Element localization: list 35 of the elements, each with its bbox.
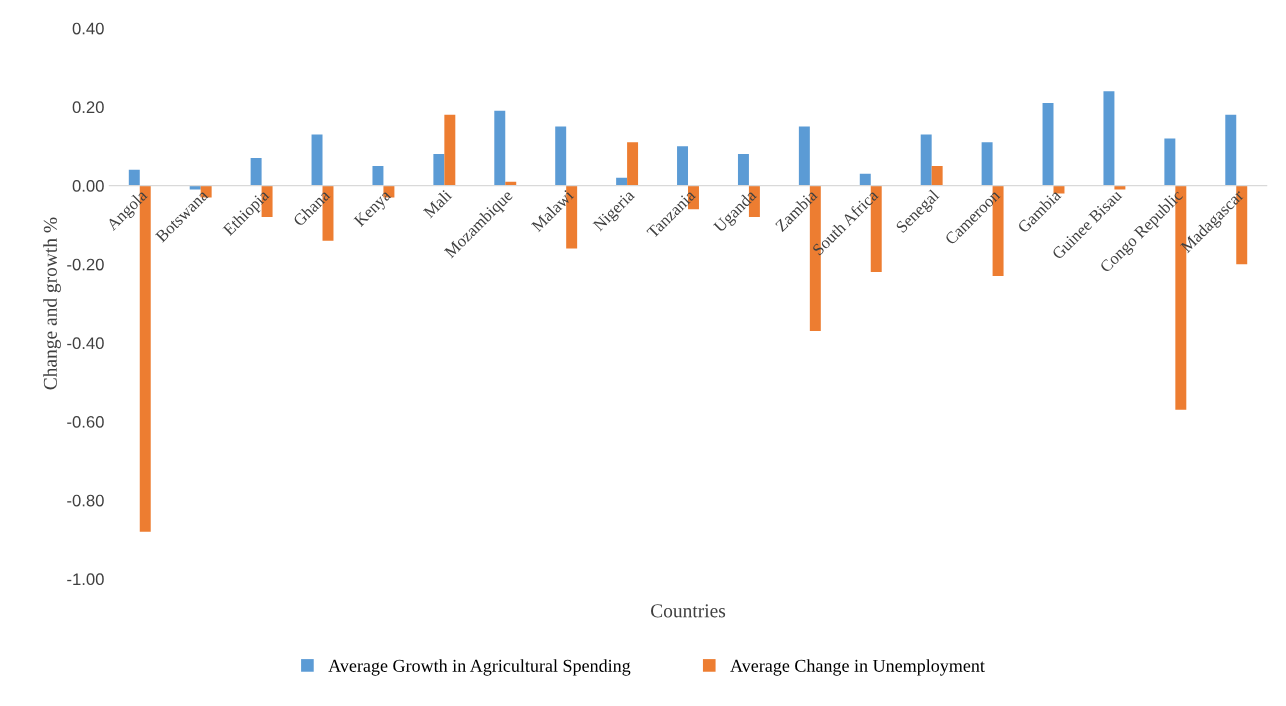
bar [433, 154, 445, 186]
bar [189, 185, 201, 190]
legend-label: Average Change in Unemployment [730, 659, 985, 676]
bar [627, 142, 639, 186]
legend-label: Average Growth in Agricultural Spending [328, 659, 631, 676]
bar [1164, 138, 1176, 186]
bar [920, 134, 932, 186]
bar [128, 169, 140, 186]
y-axis-title: Change and growth % [43, 217, 61, 390]
bar [1042, 102, 1054, 186]
y-tick-label: 0.40 [72, 22, 104, 35]
y-tick-label: -1.00 [67, 573, 104, 586]
bar [859, 173, 871, 186]
bar [798, 126, 810, 186]
x-axis-title: Countries [651, 604, 726, 618]
bar [555, 126, 567, 186]
bar [981, 142, 993, 186]
bar [737, 154, 749, 186]
bar [931, 165, 943, 186]
bar [1225, 114, 1237, 186]
bar [677, 146, 689, 186]
bar [444, 114, 456, 186]
y-tick-label: -0.60 [67, 415, 104, 428]
bar [1103, 91, 1115, 186]
bar [311, 134, 323, 186]
bar [494, 110, 506, 186]
bar [616, 177, 628, 186]
bar [250, 158, 262, 186]
bar [1114, 185, 1126, 190]
y-tick-label: -0.40 [67, 337, 104, 350]
y-tick-label: 0.00 [72, 179, 104, 192]
y-tick-label: -0.80 [67, 494, 104, 507]
y-tick-label: 0.20 [72, 101, 104, 114]
bar [372, 165, 384, 186]
y-tick-label: -0.20 [67, 258, 104, 271]
